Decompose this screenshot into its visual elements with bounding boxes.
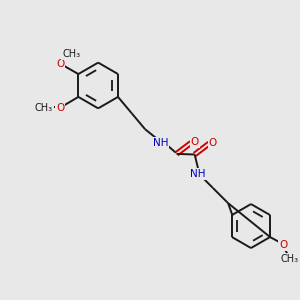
Text: O: O [209, 138, 217, 148]
Text: O: O [190, 137, 199, 147]
Text: NH: NH [153, 138, 168, 148]
Text: CH₃: CH₃ [280, 254, 298, 264]
Text: NH: NH [190, 169, 206, 179]
Text: CH₃: CH₃ [35, 103, 53, 113]
Text: CH₃: CH₃ [62, 49, 80, 59]
Text: O: O [56, 59, 64, 70]
Text: O: O [279, 240, 287, 250]
Text: O: O [56, 103, 64, 113]
